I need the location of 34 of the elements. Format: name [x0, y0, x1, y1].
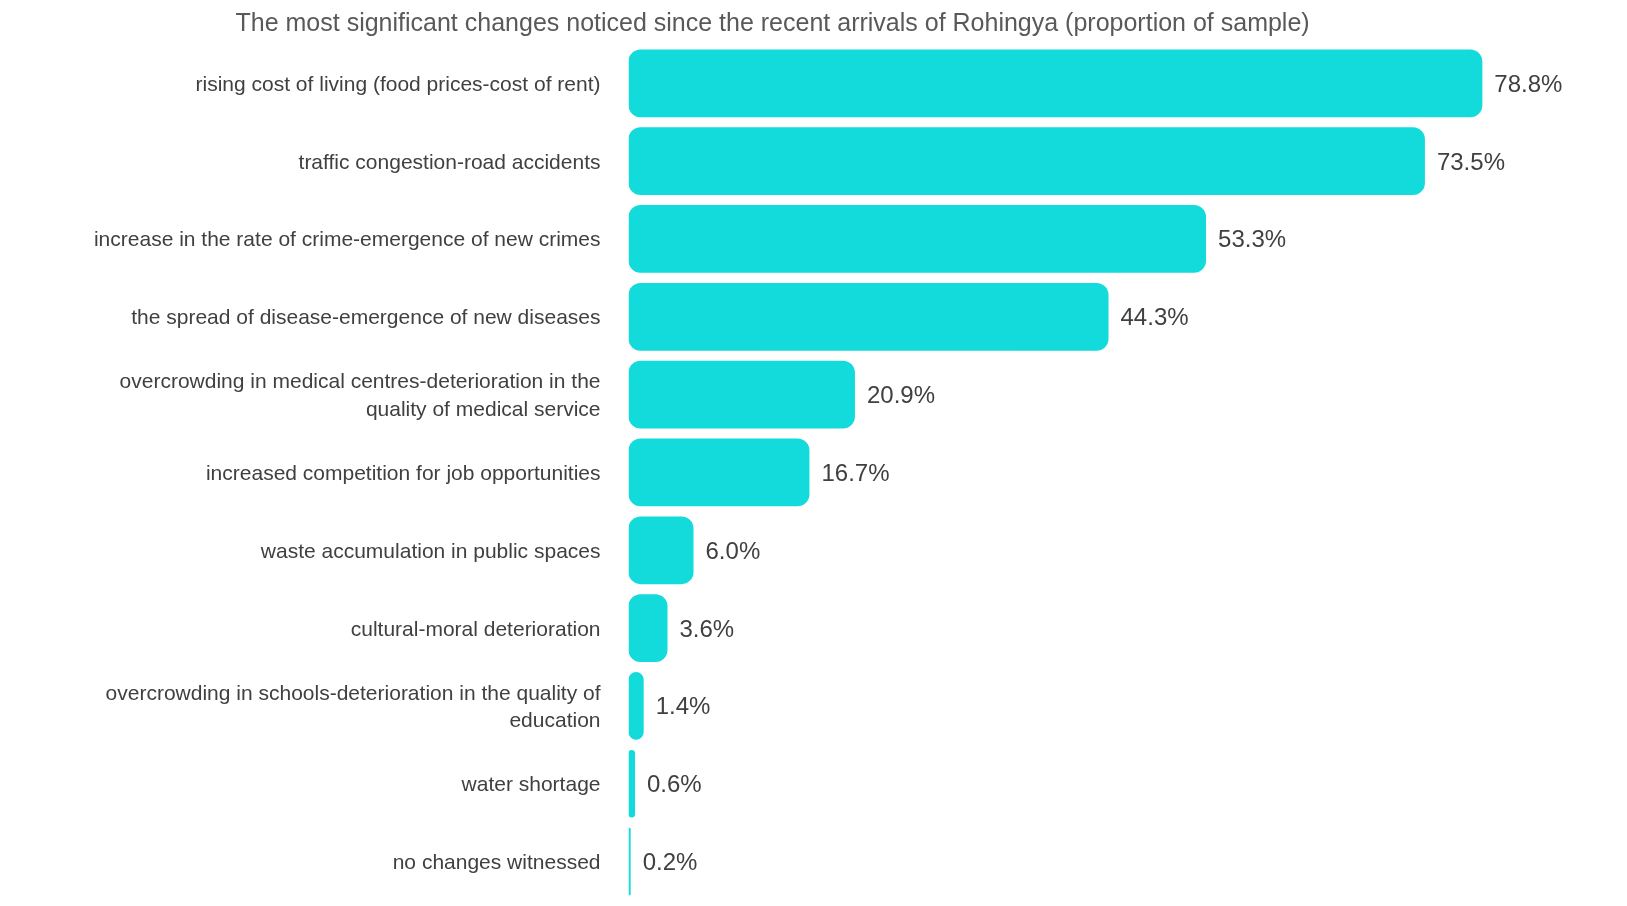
- y-tick-label: overcrowding in medical centres-deterioration in the quality of medical service: [119, 369, 601, 420]
- bar: [628, 594, 668, 662]
- data-label: 20.9%: [866, 381, 936, 409]
- bar: [628, 827, 631, 896]
- bar: [628, 205, 1207, 273]
- data-label: 0.2%: [642, 848, 698, 876]
- y-tick-label: water shortage: [460, 772, 601, 796]
- data-label: 16.7%: [821, 458, 890, 486]
- data-label: 6.0%: [705, 536, 761, 564]
- data-label: 0.6%: [647, 770, 702, 798]
- y-tick-label: waste accumulation in public spaces: [259, 538, 601, 562]
- bar: [628, 360, 855, 429]
- y-tick-label: overcrowding in schools-deterioration in the quality of education: [105, 680, 601, 732]
- bar: [628, 438, 810, 507]
- data-label: 73.5%: [1436, 147, 1505, 175]
- y-tick-label: rising cost of living (food prices-cost of rent): [195, 71, 601, 95]
- bar: [628, 127, 1425, 195]
- data-label: 53.3%: [1218, 225, 1287, 253]
- data-label: 3.6%: [679, 614, 735, 642]
- y-tick-label: traffic congestion-road accidents: [298, 149, 601, 173]
- bar: [628, 516, 694, 585]
- bar: [628, 49, 1483, 118]
- bar: [628, 672, 644, 740]
- y-tick-label: increased competition for job opportunities: [205, 460, 601, 484]
- y-tick-label: no changes witnessed: [392, 850, 601, 874]
- bar: [628, 749, 635, 818]
- data-label: 78.8%: [1494, 69, 1563, 97]
- chart-title: The most significant changes noticed since the recent arrivals of Rohingya (proportion of sample): [235, 7, 1310, 36]
- data-label: 1.4%: [655, 692, 711, 720]
- y-tick-label: cultural-moral deterioration: [350, 616, 601, 640]
- y-tick-label: increase in the rate of crime-emergence of new crimes: [93, 227, 601, 251]
- data-label: 44.3%: [1120, 303, 1189, 331]
- bar: [628, 282, 1109, 351]
- y-tick-label: the spread of disease-emergence of new diseases: [131, 305, 601, 329]
